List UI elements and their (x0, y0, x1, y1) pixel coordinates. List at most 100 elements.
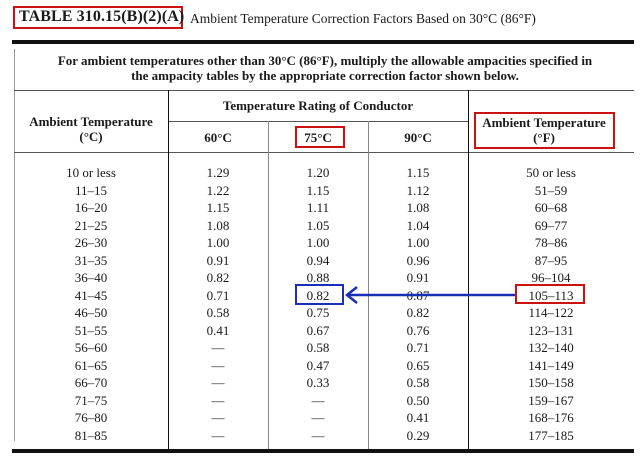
cell-90c: 1.00 (406, 235, 430, 250)
cell-60c: — (211, 427, 225, 443)
cell-90c: 1.12 (406, 182, 430, 198)
cell-75c: 0.75 (306, 305, 330, 320)
cell-60c: — (211, 392, 225, 408)
header-top-rule (14, 90, 634, 91)
cell-fahrenheit: 60–68 (534, 200, 568, 215)
intro-line-2: the ampacity tables by the appropriate c… (131, 68, 519, 83)
cell-90c: 1.15 (406, 165, 430, 180)
cell-90c: 0.76 (406, 322, 430, 338)
header-temperature-rating: Temperature Rating of Conductor (222, 98, 414, 113)
arrow-left-icon (344, 286, 515, 304)
cell-75c: 0.67 (306, 322, 330, 338)
cell-celsius: 76–80 (74, 410, 108, 425)
cell-75c: 0.88 (306, 270, 330, 285)
cell-90c: 1.04 (406, 217, 430, 233)
cell-fahrenheit: 50 or less (526, 165, 576, 180)
cell-fahrenheit: 69–77 (534, 217, 568, 233)
subheader-rule (168, 121, 468, 122)
cell-75c: 1.15 (306, 182, 330, 198)
cell-90c: 0.96 (406, 252, 430, 268)
cell-75c: 1.11 (306, 200, 330, 215)
table-number-highlight-box (13, 6, 183, 29)
cell-75c: 1.00 (306, 235, 330, 250)
cell-60c: 1.22 (206, 182, 230, 198)
cell-celsius: 71–75 (74, 392, 108, 408)
cell-celsius: 10 or less (66, 165, 116, 180)
cell-75c: 0.33 (306, 375, 330, 390)
cell-celsius: 11–15 (74, 182, 108, 198)
intro-line-1: For ambient temperatures other than 30°C… (57, 53, 593, 68)
cell-fahrenheit: 150–158 (528, 375, 574, 390)
table-left-border (14, 49, 15, 441)
table-number: TABLE 310.15(B)(2)(A) (19, 8, 185, 25)
cell-celsius: 56–60 (74, 340, 108, 355)
col-divider-4 (468, 90, 469, 450)
cell-75c: — (311, 392, 325, 408)
cell-75c: — (311, 410, 325, 425)
cell-75c: 0.82 (306, 287, 330, 303)
col-divider-3 (368, 121, 369, 450)
header-celsius-line2: (°C) (79, 129, 103, 144)
cell-60c: 1.15 (206, 200, 230, 215)
cell-90c: 0.82 (406, 305, 430, 320)
cell-fahrenheit: 51–59 (534, 182, 568, 198)
cell-fahrenheit: 132–140 (528, 340, 574, 355)
cell-fahrenheit: 159–167 (528, 392, 574, 408)
cell-90c: 0.41 (406, 410, 430, 425)
cell-fahrenheit: 123–131 (528, 322, 574, 338)
table-bottom-rule (12, 449, 634, 453)
cell-90c: 0.65 (406, 357, 430, 373)
table-title: Ambient Temperature Correction Factors B… (190, 11, 536, 26)
cell-75c: — (311, 427, 325, 443)
cell-celsius: 21–25 (74, 217, 108, 233)
cell-60c: 0.58 (206, 305, 230, 320)
cell-60c: 1.00 (206, 235, 230, 250)
header-ambient-celsius: Ambient Temperature (°C) (14, 114, 168, 144)
cell-60c: 0.91 (206, 252, 230, 268)
header-75c: 75°C (304, 130, 332, 145)
cell-celsius: 66–70 (74, 375, 108, 390)
col-divider-2 (268, 121, 269, 450)
fahrenheit-range-highlight-box (515, 284, 585, 304)
col-divider-1 (168, 90, 169, 450)
cell-fahrenheit: 114–122 (528, 305, 574, 320)
cell-75c: 1.05 (306, 217, 330, 233)
cell-90c: 0.71 (406, 340, 430, 355)
cell-60c: 0.41 (206, 322, 230, 338)
cell-fahrenheit: 168–176 (528, 410, 574, 425)
header-fahrenheit-line2: (°F) (533, 130, 555, 145)
cell-90c: 0.58 (406, 375, 430, 390)
cell-60c: 1.29 (206, 165, 230, 180)
header-60c: 60°C (204, 130, 232, 145)
fahrenheit-highlight-box (474, 112, 615, 149)
cell-60c: 1.08 (206, 217, 230, 233)
cell-60c: 0.82 (206, 270, 230, 285)
cell-60c: — (211, 375, 225, 390)
cell-75c: 0.47 (306, 357, 330, 373)
cell-celsius: 26–30 (74, 235, 108, 250)
header-celsius-line1: Ambient Temperature (29, 114, 153, 129)
cell-celsius: 81–85 (74, 427, 108, 443)
cell-60c: 0.71 (206, 287, 230, 303)
cell-75c: 1.20 (306, 165, 330, 180)
cell-90c: 0.50 (406, 392, 430, 408)
cell-fahrenheit: 177–185 (528, 427, 574, 443)
cell-60c: — (211, 357, 225, 373)
result-factor-highlight-box (295, 284, 344, 305)
header-fahrenheit-line1: Ambient Temperature (482, 115, 606, 130)
cell-celsius: 51–55 (74, 322, 108, 338)
cell-60c: — (211, 340, 225, 355)
cell-75c: 0.58 (306, 340, 330, 355)
cell-90c: 0.91 (406, 270, 430, 285)
cell-fahrenheit: 87–95 (534, 252, 568, 268)
cell-celsius: 46–50 (74, 305, 108, 320)
table-intro: For ambient temperatures other than 30°C… (16, 53, 634, 83)
cell-celsius: 31–35 (74, 252, 108, 268)
cell-fahrenheit: 105–113 (528, 287, 574, 303)
header-bottom-rule (14, 152, 634, 153)
title-rule (12, 40, 634, 44)
header-ambient-fahrenheit: Ambient Temperature (°F) (474, 115, 614, 145)
cell-fahrenheit: 141–149 (528, 357, 574, 373)
cell-celsius: 61–65 (74, 357, 108, 373)
75c-highlight-box (295, 126, 345, 148)
